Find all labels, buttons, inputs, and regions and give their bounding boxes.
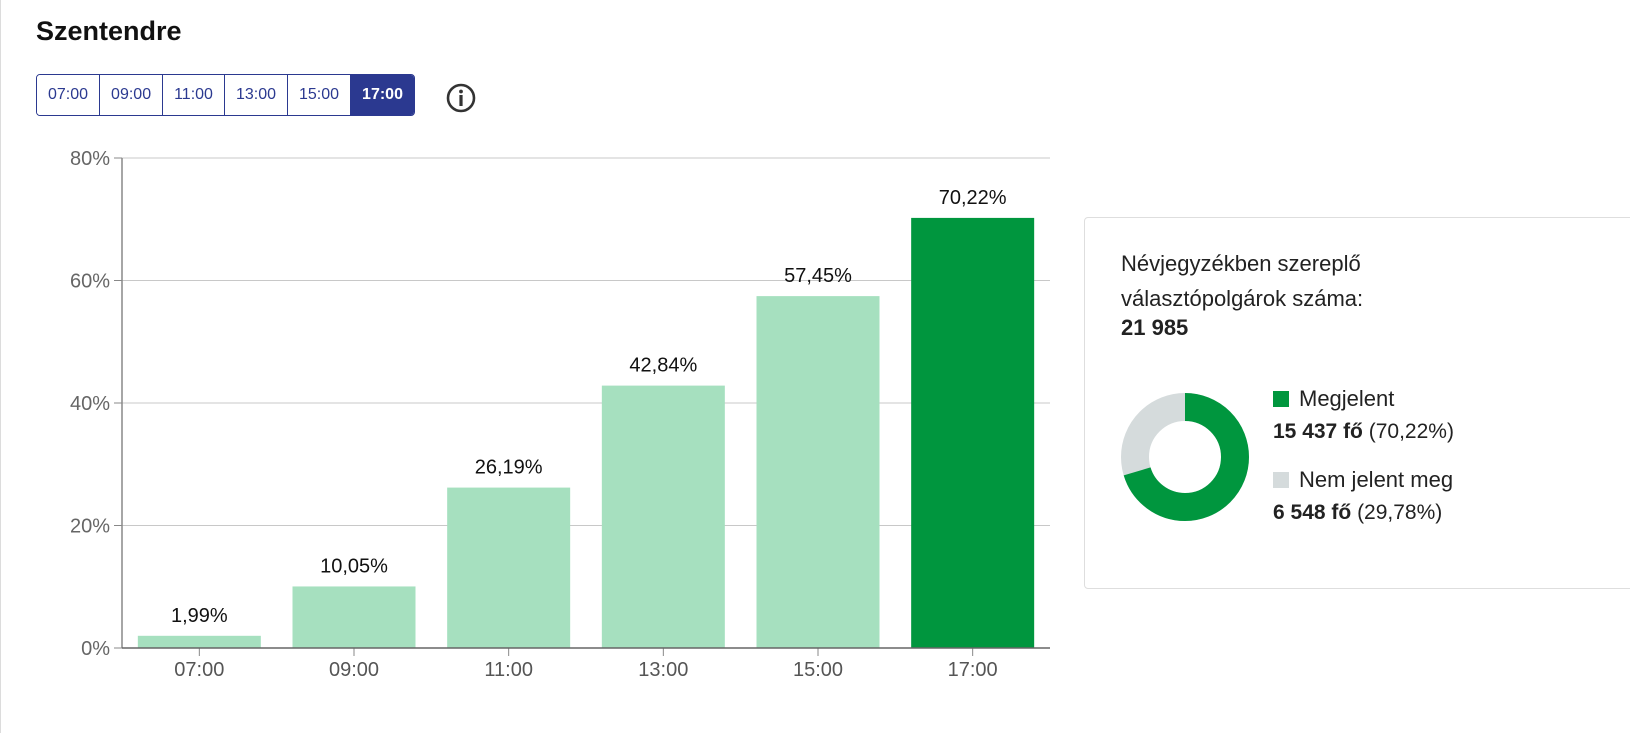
bar [911,217,1035,648]
bar [447,487,571,648]
tab-1500[interactable]: 15:00 [288,75,352,115]
absent-count: 6 548 fő [1273,501,1352,524]
x-tick-label: 17:00 [948,659,998,681]
registered-voters-label: Névjegyzékben szereplő választópolgárok … [1121,251,1364,311]
bar [756,296,880,648]
bar [137,635,261,648]
turnout-donut-chart [1121,393,1249,521]
page-title: Szentendre [36,16,182,46]
data-label: 70,22% [939,187,1007,209]
turnout-bar-chart: 0% 20% 40% 60% 80% 1,99% 07:00 10,05% 09:00 26,19… [70,148,1050,681]
present-count: 15 437 fő [1273,420,1363,443]
present-swatch [1273,391,1289,407]
voter-summary-card: Névjegyzékben szereplő választópolgárok … [1084,217,1630,589]
legend-absent-name: Nem jelent meg [1299,467,1454,492]
data-label: 26,19% [475,457,543,479]
legend-absent: Nem jelent meg 6 548 fő (29,78%) [1273,467,1453,525]
tab-0700[interactable]: 07:00 [37,75,101,115]
tab-1700[interactable]: 17:00 [351,75,414,115]
data-label: 42,84% [629,355,697,377]
legend-present-name: Megjelent [1299,386,1395,411]
present-percent: (70,22%) [1368,420,1454,443]
y-tick-label: 20% [70,516,110,538]
x-tick-label: 13:00 [638,659,688,681]
legend-present: Megjelent 15 437 fő (70,22%) [1273,386,1454,444]
data-label: 1,99% [171,605,228,627]
left-border [0,0,1,733]
bar [601,385,725,648]
info-icon[interactable] [445,82,477,114]
x-tick-label: 09:00 [329,659,379,681]
data-label: 57,45% [784,265,852,287]
y-tick-label: 60% [70,271,110,293]
y-tick-label: 40% [70,393,110,415]
registered-voters-count: 21 985 [1121,315,1189,340]
tab-0900[interactable]: 09:00 [100,75,164,115]
time-tabs: 07:00 09:00 11:00 13:00 15:00 17:00 [36,74,415,116]
y-tick-label: 0% [81,638,110,660]
donut-present-slice [1121,393,1249,521]
tab-1300[interactable]: 13:00 [224,75,288,115]
x-tick-label: 15:00 [793,659,843,681]
absent-swatch [1273,472,1289,488]
y-tick-label: 80% [70,148,110,170]
tab-1100[interactable]: 11:00 [163,75,225,115]
bar [292,586,416,648]
absent-percent: (29,78%) [1357,501,1443,524]
data-label: 10,05% [320,555,388,577]
x-tick-label: 07:00 [174,659,224,681]
x-tick-label: 11:00 [484,659,533,681]
